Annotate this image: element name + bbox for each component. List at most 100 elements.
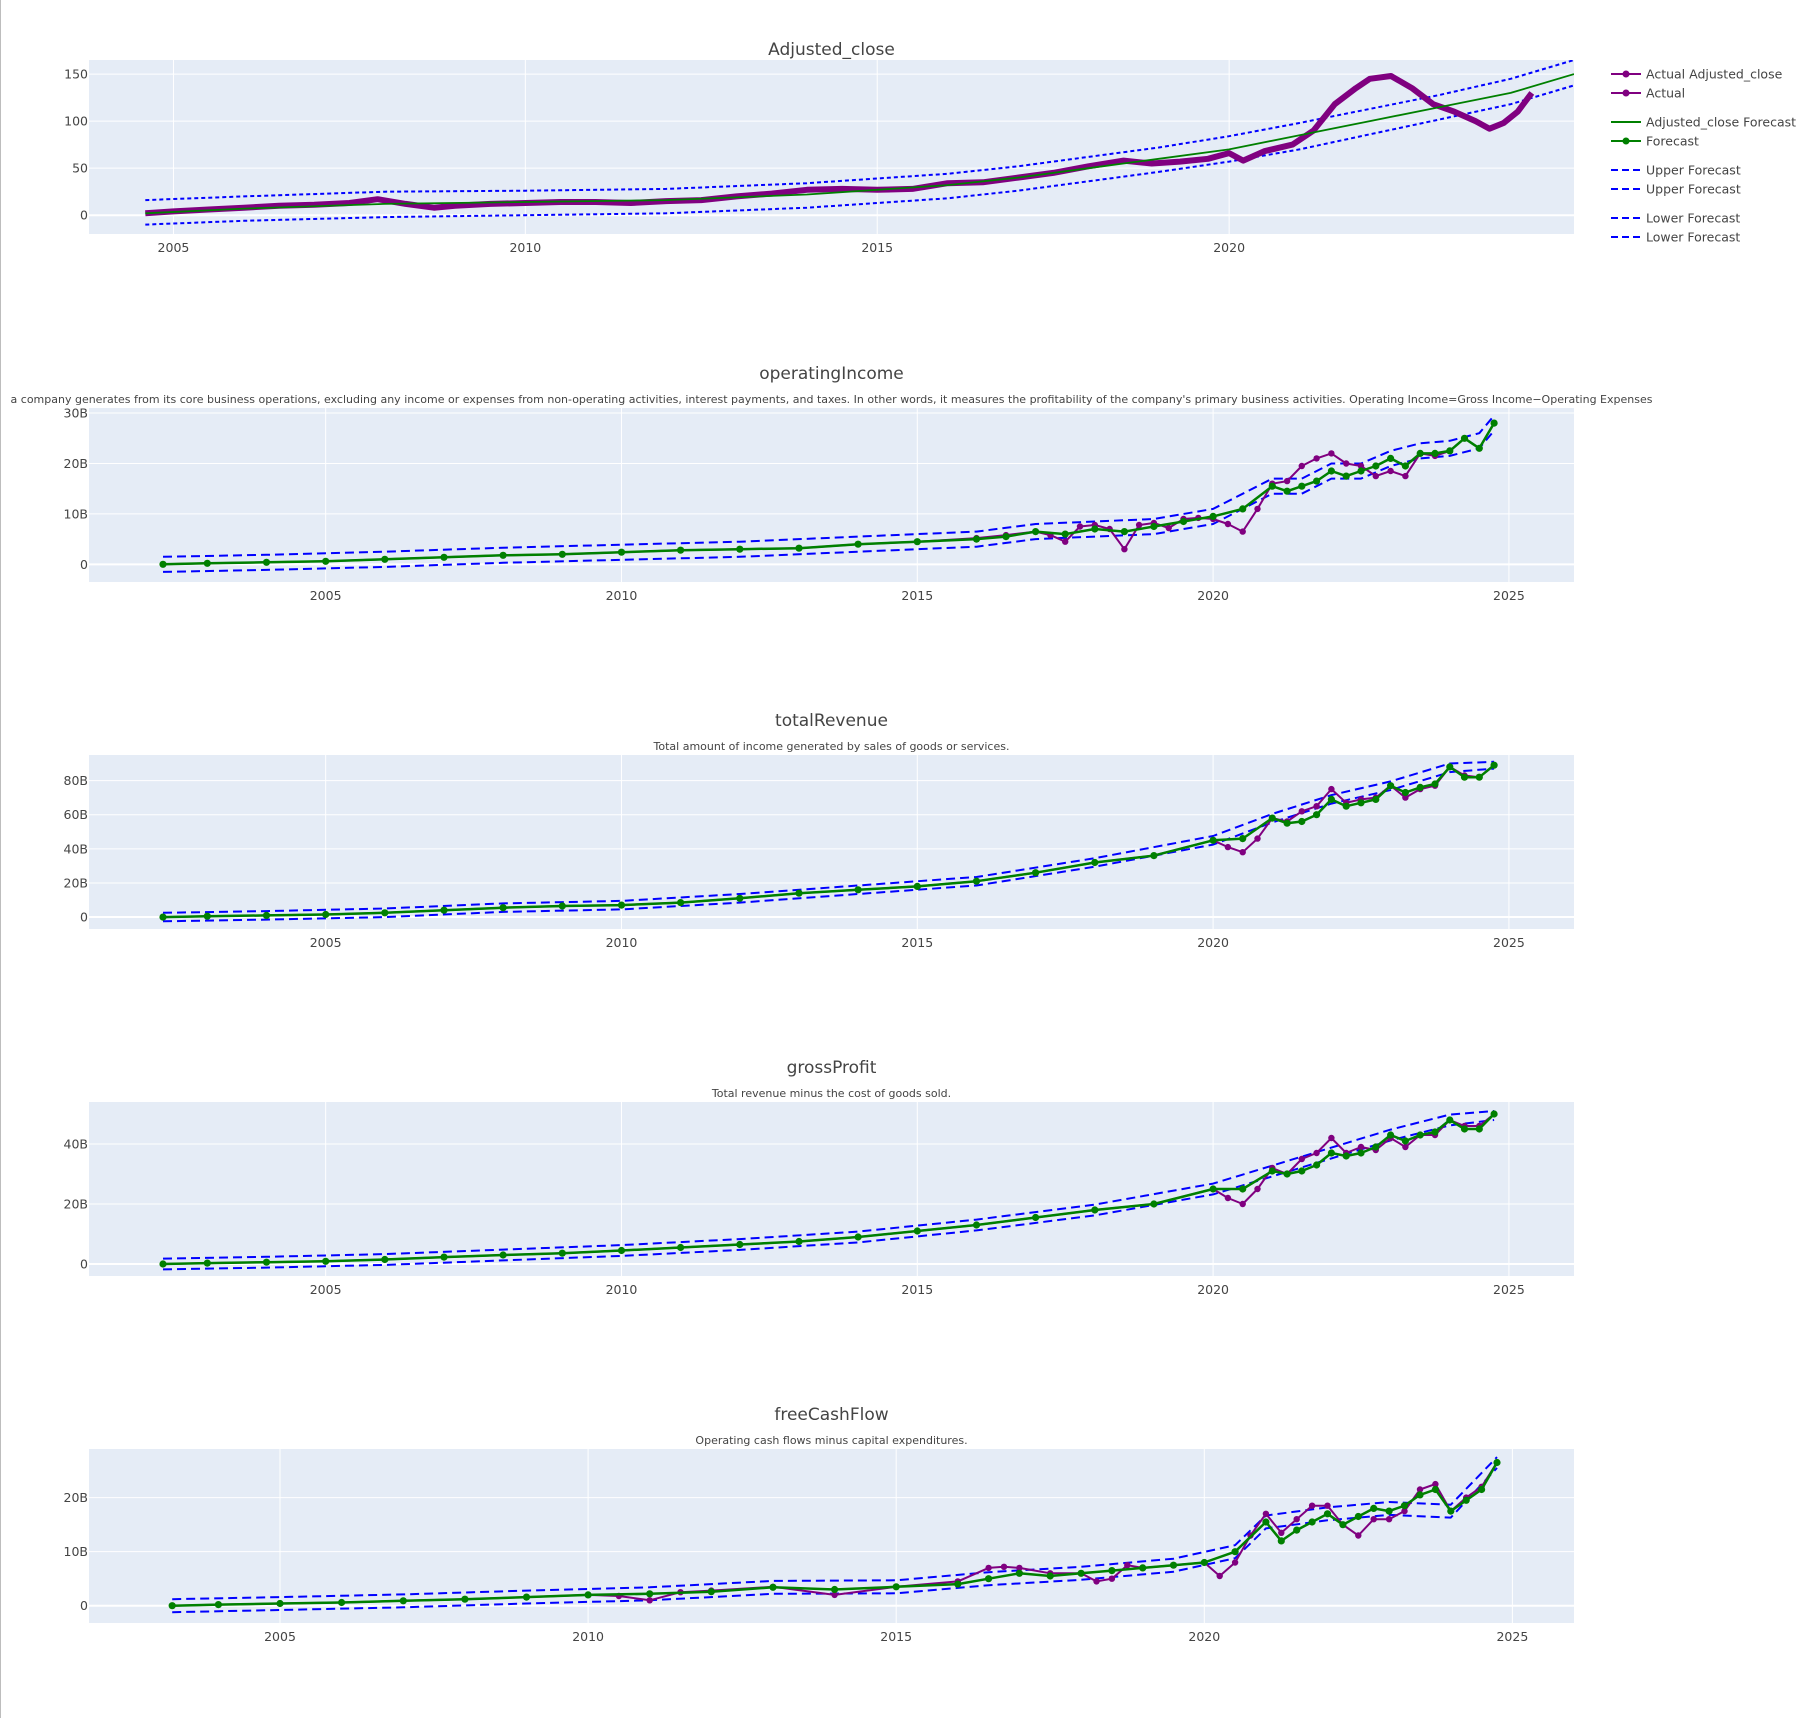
- actual-point: [1000, 1563, 1008, 1571]
- forecast-point: [1447, 1507, 1455, 1515]
- actual-point: [1313, 1149, 1320, 1157]
- x-tick-label: 2015: [901, 935, 933, 950]
- forecast-point: [1268, 814, 1276, 822]
- actual-point: [1135, 521, 1143, 529]
- upper-forecast-line: [162, 414, 1495, 558]
- forecast-point: [1150, 522, 1158, 531]
- forecast-point: [1046, 1572, 1054, 1580]
- forecast-point: [1400, 1502, 1409, 1510]
- forecast-point: [584, 1591, 592, 1599]
- subplot-freeCashFlow: 2005 2010 2015 2020 2025 0 10B 20B freeCashFlow O…: [64, 1405, 1574, 1644]
- forecast-point: [736, 1240, 744, 1249]
- legend[interactable]: Actual Adjusted_close Actual Adjusted_clos…: [1611, 67, 1796, 245]
- forecast-point: [558, 902, 566, 910]
- y-tick-label: 40B: [64, 1137, 88, 1152]
- chart-subtitle: Total amount of income generated by sale…: [653, 740, 1010, 753]
- forecast-point: [381, 909, 389, 917]
- forecast-point: [381, 555, 389, 563]
- actual-point: [1121, 546, 1128, 553]
- actual-point: [1254, 835, 1261, 842]
- forecast-point: [707, 1588, 715, 1596]
- actual-point: [1432, 1480, 1439, 1488]
- forecast-point: [795, 889, 803, 897]
- y-tick-label: 150: [64, 67, 88, 82]
- forecast-point: [1150, 852, 1158, 860]
- forecast-point: [440, 553, 448, 561]
- legend-item[interactable]: Adjusted_close Forecast: [1611, 115, 1796, 130]
- forecast-point: [499, 551, 507, 559]
- forecast-point: [769, 1583, 777, 1591]
- forecast-point: [1416, 783, 1424, 792]
- legend-item[interactable]: Actual Adjusted_close: [1611, 67, 1783, 82]
- forecast-point: [736, 545, 744, 553]
- forecast-point: [1091, 525, 1099, 533]
- y-tick-label: 10B: [64, 506, 88, 521]
- actual-point: [1313, 455, 1320, 462]
- legend-item[interactable]: Lower Forecast: [1611, 211, 1740, 226]
- forecast-point: [1313, 811, 1321, 819]
- x-tick-label: 2005: [264, 1629, 296, 1644]
- forecast-point: [1268, 1167, 1276, 1175]
- forecast-point: [1179, 517, 1188, 526]
- forecast-point: [1339, 1521, 1347, 1529]
- actual-point: [1401, 1507, 1408, 1515]
- series-group: [159, 414, 1498, 573]
- forecast-point: [276, 1599, 284, 1608]
- plot-area: [89, 408, 1574, 582]
- actual-point: [1343, 460, 1350, 467]
- forecast-point: [617, 901, 626, 909]
- forecast-point: [1323, 1510, 1332, 1518]
- forecast-point: [1431, 1485, 1439, 1494]
- actual-point: [1298, 1155, 1306, 1163]
- legend-item[interactable]: Actual: [1611, 86, 1685, 101]
- legend-label: Lower Forecast: [1646, 211, 1740, 226]
- forecast-point: [1385, 1507, 1393, 1515]
- actual-point: [1262, 1510, 1270, 1518]
- forecast-point: [1313, 1161, 1321, 1169]
- legend-item[interactable]: Lower Forecast: [1611, 230, 1740, 245]
- forecast-point: [1372, 795, 1380, 804]
- actual-point: [1387, 467, 1394, 475]
- forecast-point: [499, 1251, 507, 1259]
- forecast-point: [1401, 1137, 1409, 1145]
- actual-point: [1328, 450, 1335, 457]
- legend-item[interactable]: Upper Forecast: [1611, 163, 1741, 178]
- lower-forecast-line: [162, 767, 1495, 923]
- legend-marker: [1622, 137, 1630, 145]
- forecast-point: [1209, 1185, 1217, 1193]
- legend-label: Lower Forecast: [1646, 230, 1740, 245]
- actual-point: [1324, 1502, 1331, 1509]
- forecast-point: [1239, 1185, 1247, 1193]
- forecast-point: [1283, 487, 1291, 495]
- forecast-point: [736, 894, 744, 902]
- forecast-point: [617, 1246, 626, 1255]
- actual-point: [1372, 472, 1380, 480]
- forecast-point: [1446, 1116, 1454, 1124]
- actual-point: [1254, 1185, 1261, 1193]
- forecast-point: [1490, 761, 1498, 769]
- actual-point: [1278, 1529, 1285, 1537]
- y-tick-label: 80B: [64, 773, 88, 788]
- forecast-point: [1327, 795, 1335, 804]
- forecast-point: [985, 1575, 993, 1583]
- chart-title: grossProfit: [787, 1058, 877, 1078]
- forecast-point: [1313, 477, 1321, 485]
- x-tick-label: 2005: [310, 935, 342, 950]
- legend-item[interactable]: Forecast: [1611, 134, 1699, 149]
- legend-item[interactable]: Upper Forecast: [1611, 182, 1741, 197]
- actual-point: [1239, 1200, 1246, 1208]
- subplot-grossProfit: 2005 2010 2015 2020 2025 0 20B 40B grossProfit To…: [64, 1058, 1574, 1297]
- x-tick-label: 2010: [509, 240, 541, 255]
- y-tick-label: 0: [80, 1598, 88, 1613]
- x-tick-label: 2025: [1496, 1629, 1528, 1644]
- forecast-point: [1460, 1125, 1469, 1133]
- forecast-point: [499, 904, 507, 912]
- forecast-point: [1150, 1200, 1158, 1208]
- forecast-point: [913, 882, 921, 891]
- actual-point: [1224, 520, 1232, 528]
- x-tick-label: 2015: [901, 1282, 933, 1297]
- legend-label: Upper Forecast: [1646, 182, 1741, 197]
- upper-forecast-line: [145, 60, 1574, 202]
- y-tick-label: 30B: [64, 406, 88, 421]
- forecast-point: [1262, 1518, 1270, 1526]
